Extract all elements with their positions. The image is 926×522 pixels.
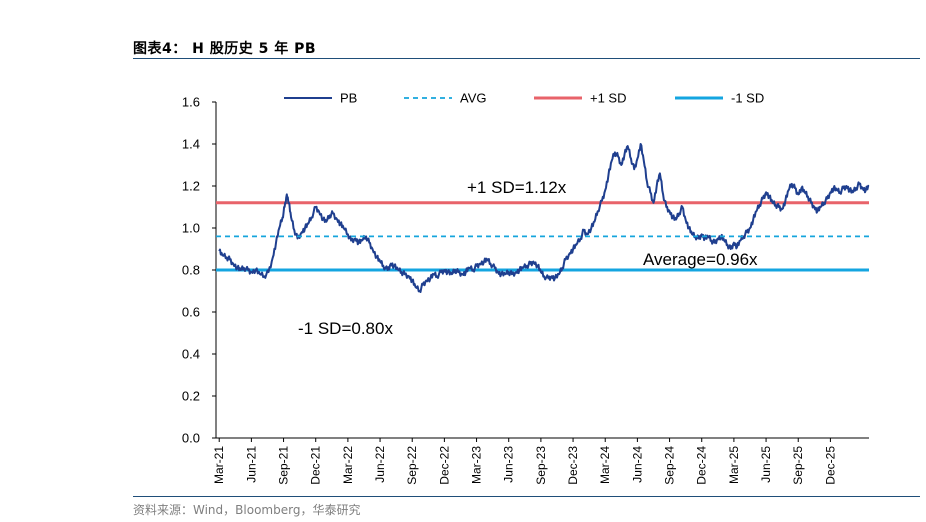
x-tick-label: Mar-25 (727, 446, 741, 484)
source-note: 资料来源：Wind，Bloomberg，华泰研究 (133, 503, 361, 517)
y-tick-label: 0.0 (182, 431, 200, 446)
x-tick-label: Sep-22 (405, 446, 419, 485)
x-tick-label: Jun-25 (759, 446, 773, 483)
y-tick-label: 0.4 (182, 347, 200, 362)
x-tick-label: Sep-23 (534, 446, 548, 485)
y-tick-label: 1.6 (182, 95, 200, 110)
x-tick-label: Mar-21 (212, 446, 226, 484)
x-tick-label: Jun-24 (630, 446, 644, 483)
x-tick-label: Dec-25 (823, 446, 837, 485)
y-tick-label: 1.0 (182, 221, 200, 236)
x-tick-label: Dec-22 (437, 446, 451, 485)
axes-layer: 0.0 0.2 0.4 0.6 0.8 1.0 1.2 1.4 1.6 Mar-21 Jun-21 S… (182, 95, 869, 485)
source-rule (133, 496, 920, 497)
x-tick-label: Dec-23 (566, 446, 580, 485)
legend-label-1: AVG (460, 91, 487, 106)
legend-layer: PB AVG +1 SD -1 SD (284, 91, 764, 106)
avg-annotation: Average=0.96x (643, 250, 758, 269)
plus-1sd-annotation: +1 SD=1.12x (467, 178, 567, 197)
y-tick-label: 1.4 (182, 137, 200, 152)
y-tick-label: 0.6 (182, 305, 200, 320)
legend-label-0: PB (340, 91, 357, 106)
x-tick-label: Sep-21 (277, 446, 291, 485)
x-tick-label: Dec-24 (695, 446, 709, 485)
pb-history-chart: 0.0 0.2 0.4 0.6 0.8 1.0 1.2 1.4 1.6 Mar-21 Jun-21 S… (182, 91, 870, 485)
x-tick-label: Mar-24 (598, 446, 612, 484)
y-tick-label: 0.2 (182, 389, 200, 404)
legend-label-3: -1 SD (731, 91, 764, 106)
x-tick-label: Mar-23 (470, 446, 484, 484)
x-tick-label: Sep-24 (663, 446, 677, 485)
annotation-layer: +1 SD=1.12x Average=0.96x -1 SD=0.80x (298, 178, 758, 338)
x-tick-label: Jun-21 (244, 446, 258, 483)
x-tick-label: Jun-23 (502, 446, 516, 483)
y-tick-label: 1.2 (182, 179, 200, 194)
title-rule (133, 58, 920, 59)
x-tick-label: Mar-22 (341, 446, 355, 484)
series-layer (216, 143, 870, 293)
x-tick-label: Sep-25 (791, 446, 805, 485)
minus-1sd-annotation: -1 SD=0.80x (298, 319, 393, 338)
figure-title: 图表4： H 股历史 5 年 PB (133, 41, 317, 57)
legend-label-2: +1 SD (590, 91, 627, 106)
x-tick-label: Dec-21 (309, 446, 323, 485)
pb-series-line (218, 143, 870, 293)
x-tick-label: Jun-22 (373, 446, 387, 483)
y-tick-label: 0.8 (182, 263, 200, 278)
